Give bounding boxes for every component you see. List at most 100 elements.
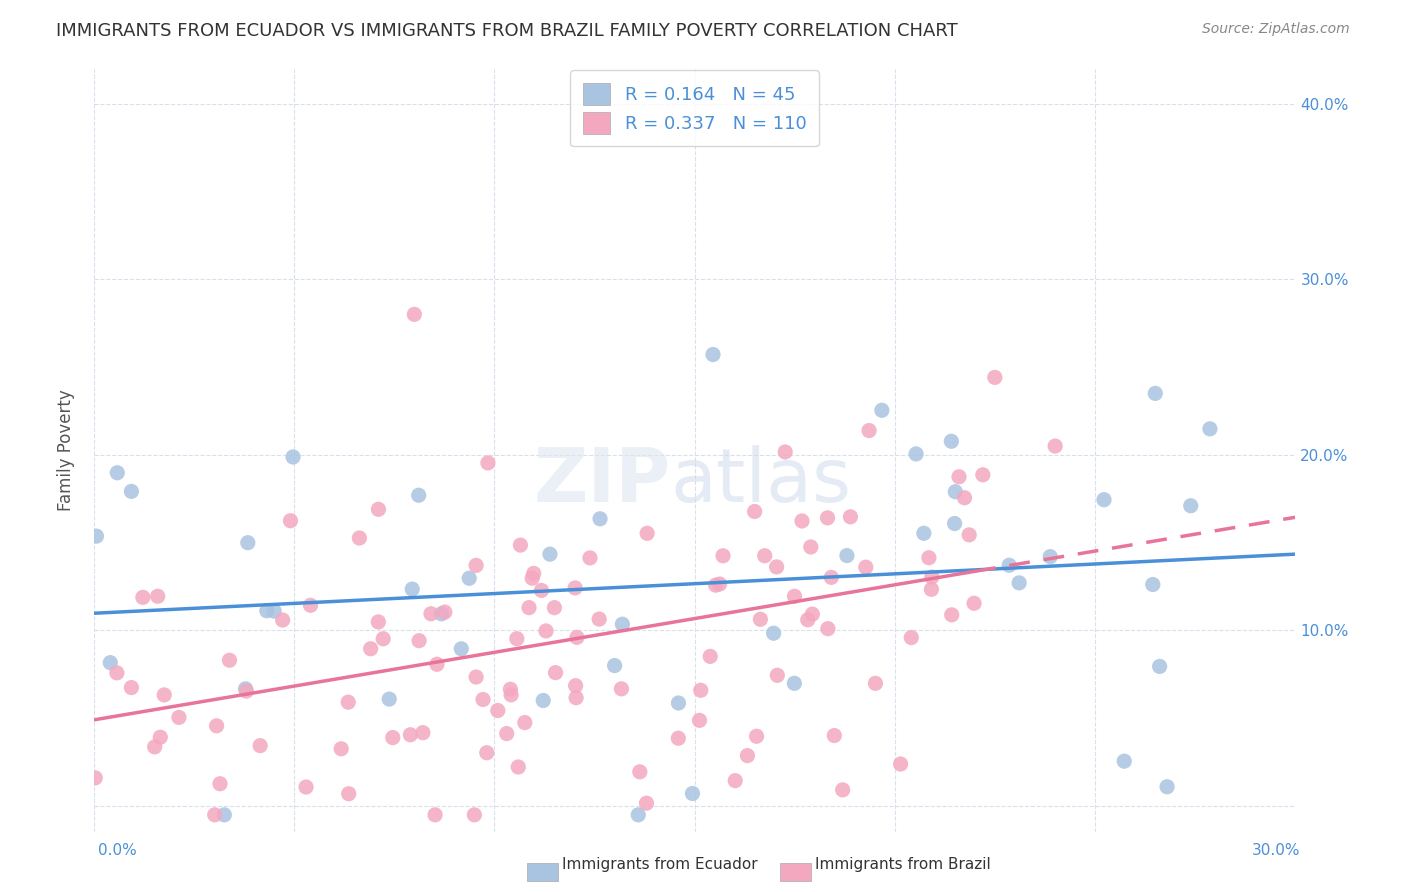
Point (870, 403, 893, 417)
Point (522, 571, 544, 585)
Point (565, 690, 588, 705)
Point (858, 424, 880, 438)
Point (281, 450, 304, 464)
Point (1180, 499, 1202, 513)
Point (423, 807, 446, 822)
Point (636, 526, 658, 541)
Point (972, 467, 994, 482)
Point (839, 509, 862, 524)
Point (450, 641, 472, 656)
Point (636, 796, 658, 810)
Point (463, 807, 485, 822)
Point (132, 591, 155, 605)
Point (208, 777, 231, 791)
Point (381, 731, 404, 745)
Point (367, 615, 389, 629)
Point (544, 665, 567, 680)
Point (745, 729, 768, 743)
Point (120, 484, 142, 499)
Text: atlas: atlas (671, 444, 852, 517)
Point (1199, 422, 1222, 436)
Point (465, 558, 488, 573)
Point (918, 550, 941, 565)
Point (689, 714, 711, 728)
Point (682, 787, 704, 801)
Point (724, 773, 747, 788)
Text: Immigrants from Brazil: Immigrants from Brazil (815, 857, 991, 872)
Point (543, 600, 565, 615)
Point (1043, 439, 1066, 453)
Point (235, 681, 257, 696)
Point (530, 583, 553, 598)
Point (458, 571, 481, 585)
Point (513, 715, 536, 730)
Point (256, 604, 278, 618)
Point (900, 631, 922, 645)
Point (86, 529, 108, 543)
Point (564, 679, 586, 693)
Point (412, 725, 434, 739)
Point (153, 688, 176, 702)
Text: 30.0%: 30.0% (1253, 843, 1301, 858)
Point (218, 653, 240, 667)
Point (579, 550, 602, 565)
Point (98, 656, 121, 670)
Point (263, 604, 285, 618)
Point (235, 684, 257, 698)
Point (704, 578, 727, 592)
Point (499, 688, 522, 702)
Point (506, 632, 529, 646)
Point (120, 681, 142, 695)
Point (204, 807, 226, 822)
Point (796, 613, 818, 627)
Point (823, 729, 845, 743)
Point (603, 658, 626, 673)
Point (236, 535, 259, 549)
Text: Source: ZipAtlas.com: Source: ZipAtlas.com (1202, 22, 1350, 37)
Point (744, 504, 766, 518)
Point (408, 488, 430, 502)
Point (890, 757, 912, 772)
Point (666, 731, 689, 746)
Point (905, 447, 928, 461)
Point (628, 764, 651, 779)
Point (249, 739, 271, 753)
Text: Immigrants from Ecuador: Immigrants from Ecuador (562, 857, 758, 872)
Point (420, 607, 443, 621)
Text: 0.0%: 0.0% (98, 843, 138, 858)
Point (146, 589, 169, 603)
Point (404, 307, 426, 321)
Point (149, 730, 172, 744)
Point (378, 692, 401, 706)
Point (921, 570, 943, 584)
Point (430, 607, 453, 621)
Point (749, 612, 772, 626)
Point (773, 445, 796, 459)
Point (499, 682, 522, 697)
Point (84, 771, 107, 785)
Point (689, 683, 711, 698)
Point (943, 516, 966, 531)
Text: IMMIGRANTS FROM ECUADOR VS IMMIGRANTS FROM BRAZIL FAMILY POVERTY CORRELATION CHA: IMMIGRANTS FROM ECUADOR VS IMMIGRANTS FR… (56, 22, 957, 40)
Point (401, 582, 423, 596)
Point (472, 692, 495, 706)
Point (588, 612, 610, 626)
Point (534, 624, 557, 638)
Point (495, 726, 517, 740)
Point (408, 633, 430, 648)
Point (998, 558, 1021, 573)
Point (399, 728, 422, 742)
Point (337, 787, 360, 801)
Point (517, 600, 540, 615)
Point (1144, 386, 1167, 401)
Point (373, 632, 395, 646)
Point (433, 605, 456, 619)
Point (426, 657, 449, 672)
Point (957, 528, 980, 542)
Point (205, 719, 228, 733)
Point (1149, 659, 1171, 673)
Point (589, 512, 612, 526)
Point (737, 748, 759, 763)
Point (1092, 492, 1115, 507)
Point (367, 502, 389, 516)
